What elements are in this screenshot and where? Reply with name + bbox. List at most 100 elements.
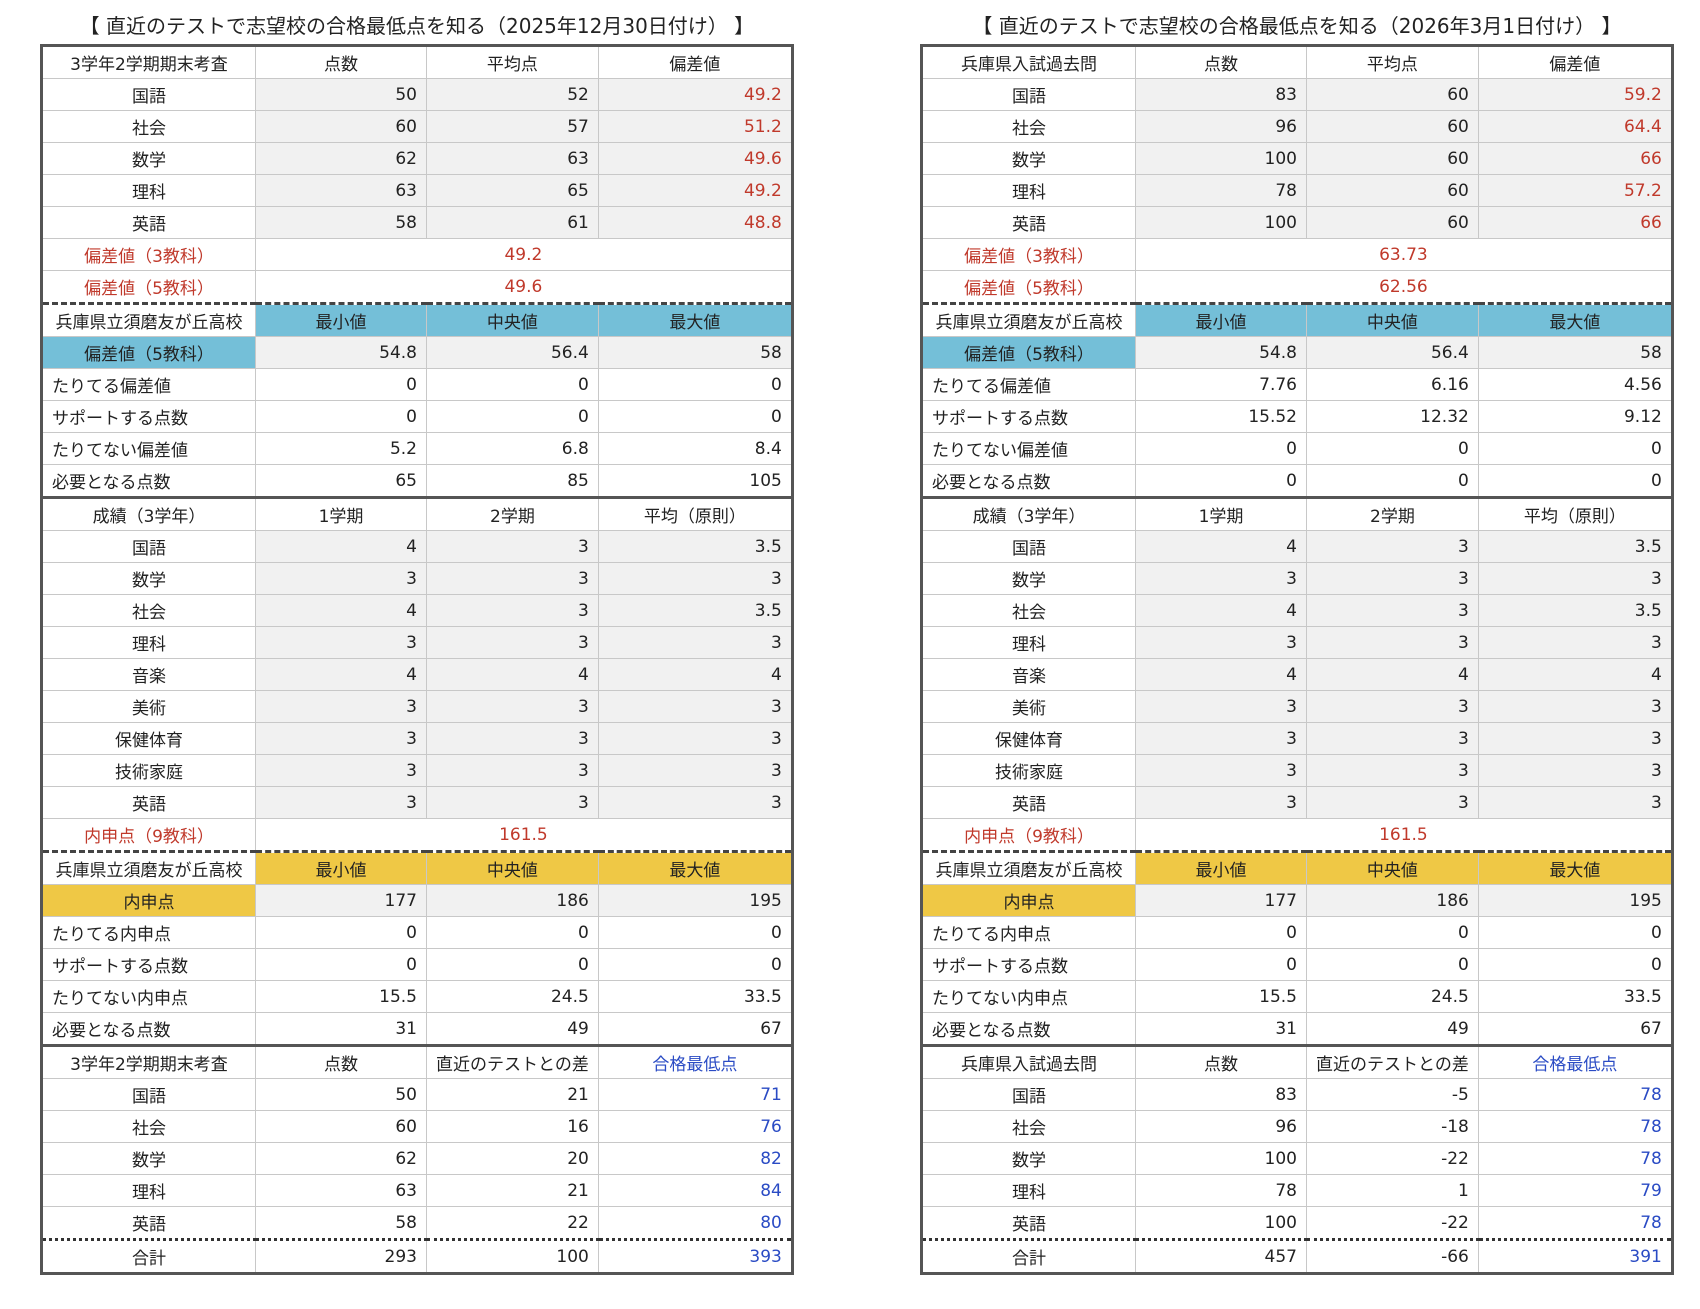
header-cell: 直近のテストとの差: [426, 1044, 599, 1079]
row-label: たりてる内申点: [921, 916, 1136, 949]
header-cell: 中央値: [1306, 850, 1479, 885]
header-cell: 最大値: [1477, 850, 1673, 885]
header-row: 兵庫県立須磨友が丘高校 最小値 中央値 最大値: [41, 302, 793, 337]
value-cell: 83: [1135, 78, 1307, 111]
header-cell: 平均点: [426, 45, 599, 79]
value-cell: 0: [597, 400, 793, 433]
row-label: 社会: [921, 1110, 1136, 1143]
summary-row: 内申点（9教科） 161.5: [41, 818, 793, 852]
value-cell: 3: [1135, 754, 1307, 787]
row-label: サポートする点数: [41, 948, 256, 981]
data-row: たりてる偏差値 7.76 6.16 4.56: [921, 368, 1673, 401]
header-row: 兵庫県立須磨友が丘高校 最小値 中央値 最大値: [41, 850, 793, 885]
summary-value: 161.5: [1135, 818, 1673, 852]
value-cell: 52: [426, 78, 599, 111]
row-label: 英語: [41, 1206, 256, 1240]
value-cell: 3: [426, 626, 599, 659]
value-cell: 3: [1135, 722, 1307, 755]
header-cell: 成績（3学年）: [921, 496, 1136, 531]
header-cell: 2学期: [1306, 496, 1479, 531]
value-cell: 71: [597, 1078, 793, 1111]
value-cell: 3: [426, 722, 599, 755]
header-cell: 中央値: [426, 850, 599, 885]
value-cell: 15.5: [255, 980, 427, 1013]
value-cell: 83: [1135, 1078, 1307, 1111]
value-cell: 49: [426, 1012, 599, 1046]
row-label: たりてる偏差値: [41, 368, 256, 401]
header-cell: 兵庫県入試過去問: [921, 45, 1136, 79]
row-label: たりてる内申点: [41, 916, 256, 949]
data-row: 社会 96 60 64.4: [921, 110, 1673, 143]
data-row: サポートする点数 0 0 0: [921, 948, 1673, 981]
total-row: 合計 293 100 393: [41, 1238, 793, 1274]
header-cell: 兵庫県立須磨友が丘高校: [41, 302, 256, 337]
row-label: サポートする点数: [921, 400, 1136, 433]
value-cell: 177: [255, 884, 427, 917]
header-cell: 平均点: [1306, 45, 1479, 79]
value-cell: 60: [1306, 206, 1479, 239]
panel: 【 直近のテストで志望校の合格最低点を知る（2026年3月1日付け） 】兵庫県入…: [920, 8, 1674, 1275]
row-label: 英語: [921, 786, 1136, 819]
value-cell: 186: [426, 884, 599, 917]
value-cell: 61: [426, 206, 599, 239]
value-cell: 4: [255, 530, 427, 563]
value-cell: 3.5: [597, 530, 793, 563]
row-label: 社会: [41, 110, 256, 143]
data-row: 英語 58 22 80: [41, 1206, 793, 1240]
value-cell: 100: [1135, 1206, 1307, 1240]
table-body: 3学年2学期期末考査 点数 平均点 偏差値 国語 50 52 49.2 社会 60 57 51.2 数学…: [41, 45, 793, 1274]
value-cell: 0: [1306, 464, 1479, 498]
value-cell: 33.5: [597, 980, 793, 1013]
value-cell: 58: [597, 336, 793, 369]
panel-title: 【 直近のテストで志望校の合格最低点を知る（2026年3月1日付け） 】: [972, 14, 1622, 38]
value-cell: 3.5: [1477, 530, 1673, 563]
value-cell: 51.2: [597, 110, 793, 143]
value-cell: 0: [597, 948, 793, 981]
value-cell: 3: [597, 722, 793, 755]
row-label: たりてない内申点: [41, 980, 256, 1013]
data-row: 理科 3 3 3: [921, 626, 1673, 659]
value-cell: 3: [597, 562, 793, 595]
value-cell: 63: [255, 174, 427, 207]
data-row: 音楽 4 4 4: [921, 658, 1673, 691]
value-cell: 22: [426, 1206, 599, 1240]
summary-value: 62.56: [1135, 270, 1673, 304]
header-cell: 最小値: [255, 850, 427, 885]
value-cell: 3: [1306, 754, 1479, 787]
value-cell: 4: [597, 658, 793, 691]
header-row: 兵庫県立須磨友が丘高校 最小値 中央値 最大値: [921, 850, 1673, 885]
value-cell: 6.8: [426, 432, 599, 465]
header-cell: 最大値: [597, 850, 793, 885]
value-cell: 60: [1306, 110, 1479, 143]
value-cell: 5.2: [255, 432, 427, 465]
row-label: 英語: [41, 786, 256, 819]
row-label: 必要となる点数: [921, 464, 1136, 498]
value-cell: 15.52: [1135, 400, 1307, 433]
value-cell: 67: [597, 1012, 793, 1046]
summary-value: 161.5: [255, 818, 793, 852]
value-cell: 96: [1135, 1110, 1307, 1143]
data-row: 英語 100 60 66: [921, 206, 1673, 239]
row-label: たりてない偏差値: [921, 432, 1136, 465]
value-cell: 3: [1477, 722, 1673, 755]
data-row: 社会 4 3 3.5: [41, 594, 793, 627]
value-cell: 16: [426, 1110, 599, 1143]
value-cell: 3: [255, 754, 427, 787]
row-label: 数学: [41, 562, 256, 595]
row-label: 社会: [921, 110, 1136, 143]
header-row: 3学年2学期期末考査 点数 平均点 偏差値: [41, 45, 793, 79]
header-cell: 兵庫県立須磨友が丘高校: [921, 302, 1136, 337]
header-row: 兵庫県立須磨友が丘高校 最小値 中央値 最大値: [921, 302, 1673, 337]
row-label: サポートする点数: [41, 400, 256, 433]
data-row: 国語 4 3 3.5: [41, 530, 793, 563]
header-row: 成績（3学年） 1学期 2学期 平均（原則）: [921, 496, 1673, 531]
value-cell: 50: [255, 78, 427, 111]
header-cell: 中央値: [426, 302, 599, 337]
value-cell: 3: [426, 594, 599, 627]
value-cell: 3: [1477, 690, 1673, 723]
total-value: 391: [1477, 1238, 1673, 1274]
value-cell: 3: [426, 690, 599, 723]
value-cell: 3: [1306, 530, 1479, 563]
data-row: 社会 60 57 51.2: [41, 110, 793, 143]
summary-value: 49.2: [255, 238, 793, 271]
